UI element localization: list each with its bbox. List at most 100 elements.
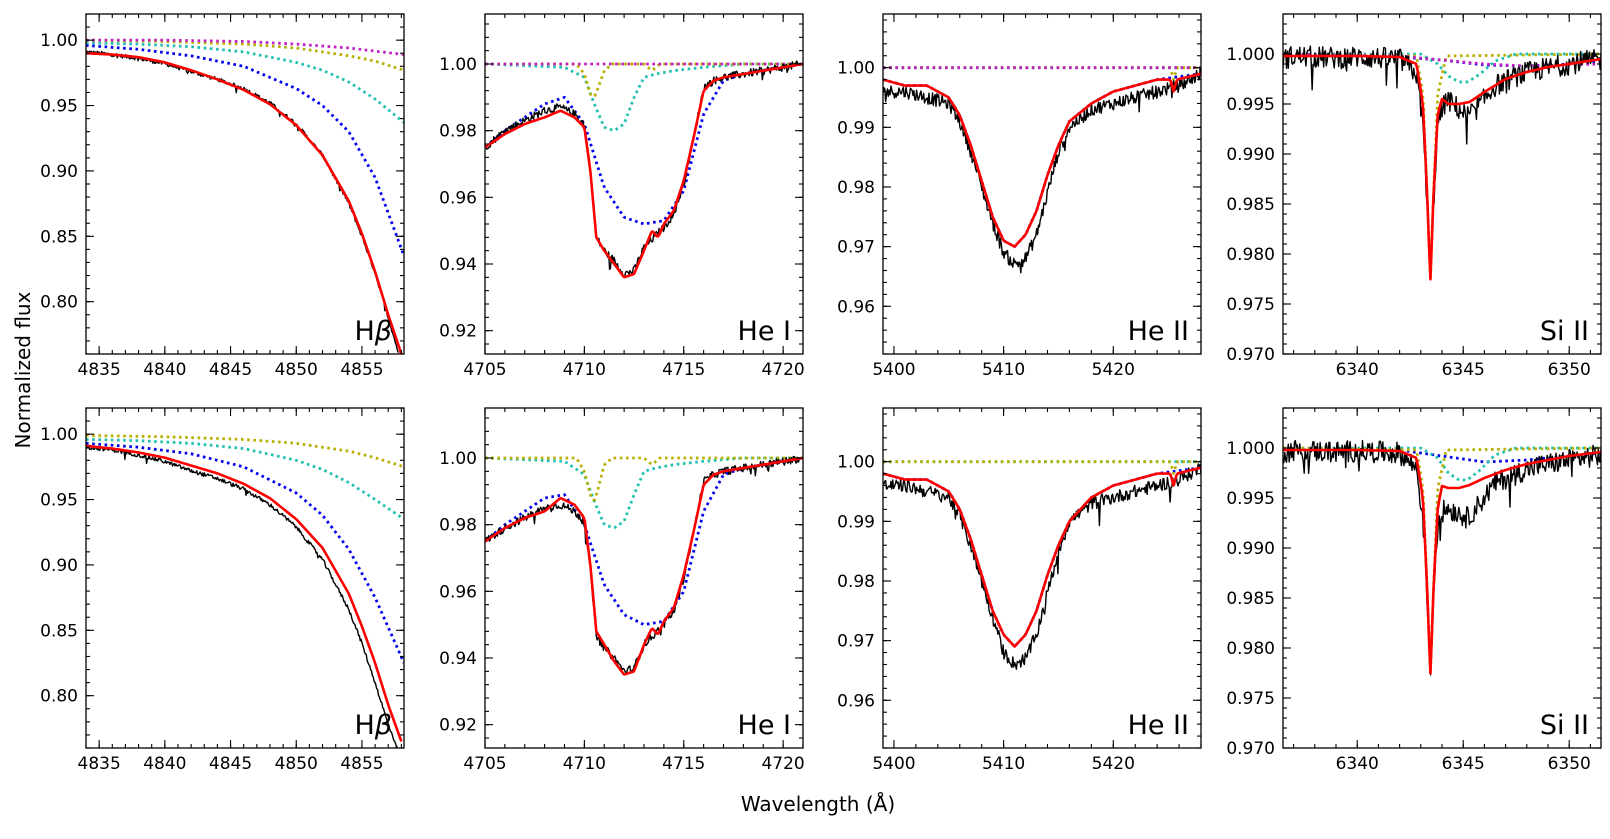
plot-area bbox=[86, 434, 404, 748]
x-tick-label: 4845 bbox=[209, 754, 252, 774]
x-tick-label: 6350 bbox=[1548, 754, 1591, 774]
y-tick-label: 0.975 bbox=[1226, 295, 1275, 315]
tick-marks bbox=[883, 14, 1202, 355]
spectral-line-label: He I bbox=[738, 710, 791, 741]
component-dotted-line bbox=[485, 456, 803, 627]
plot-area bbox=[883, 460, 1201, 670]
observed-spectrum-line bbox=[86, 50, 400, 354]
y-tick-label: 0.98 bbox=[837, 178, 875, 198]
spectral-line-label: He II bbox=[1128, 710, 1189, 741]
y-tick-label: 1.00 bbox=[837, 59, 875, 79]
observed-spectrum-line bbox=[86, 445, 399, 748]
y-tick-label: 0.95 bbox=[40, 97, 78, 117]
spectrum-panel: 4705 4710 4715 4720 0.92 0.94 0.96 0.98 1.00 He I bbox=[439, 13, 805, 380]
component-dotted-line bbox=[485, 62, 803, 98]
model-fit-line bbox=[86, 51, 403, 354]
y-tick-label: 0.92 bbox=[439, 322, 477, 342]
spectrum-panel: 4835 4840 4845 4850 4855 0.80 0.85 0.90 0.95 1.00… bbox=[40, 407, 405, 774]
component-dotted-line bbox=[485, 456, 803, 502]
x-tick-label: 5410 bbox=[982, 360, 1025, 380]
observed-spectrum-line bbox=[1283, 45, 1601, 272]
x-tick-label: 4710 bbox=[563, 754, 606, 774]
component-dotted-line bbox=[883, 460, 1201, 475]
y-tick-label: 0.980 bbox=[1226, 245, 1275, 265]
y-tick-label: 0.95 bbox=[40, 491, 78, 511]
y-tick-label: 0.94 bbox=[439, 255, 477, 275]
x-tick-label: 4710 bbox=[563, 360, 606, 380]
x-tick-label: 4720 bbox=[761, 754, 804, 774]
y-axis-title: Normalized flux bbox=[11, 291, 35, 448]
y-tick-label: 0.985 bbox=[1226, 195, 1275, 215]
x-tick-label: 4705 bbox=[463, 754, 506, 774]
tick-marks bbox=[484, 14, 804, 354]
component-dotted-line bbox=[1283, 446, 1601, 675]
component-dotted-line bbox=[86, 441, 404, 664]
y-tick-label: 0.97 bbox=[837, 632, 875, 652]
tick-marks bbox=[1283, 407, 1601, 749]
x-tick-label: 6345 bbox=[1442, 754, 1485, 774]
tick-marks bbox=[1283, 13, 1601, 355]
x-tick-label: 4850 bbox=[275, 360, 318, 380]
x-tick-label: 6350 bbox=[1548, 360, 1591, 380]
spectral-line-label: He II bbox=[1128, 316, 1189, 347]
y-tick-label: 1.00 bbox=[439, 449, 477, 469]
y-tick-label: 0.90 bbox=[40, 162, 78, 182]
x-tick-label: 4835 bbox=[78, 754, 121, 774]
component-dotted-line bbox=[883, 466, 1201, 648]
model-fit-line bbox=[86, 444, 403, 742]
plot-area bbox=[883, 66, 1201, 274]
x-tick-label: 4840 bbox=[143, 360, 186, 380]
x-tick-label: 6340 bbox=[1336, 360, 1379, 380]
y-tick-label: 0.99 bbox=[837, 118, 875, 138]
x-tick-label: 4705 bbox=[463, 360, 506, 380]
panels-group: 4835 4840 4845 4850 4855 0.80 0.85 0.90 0.95 1.00… bbox=[40, 13, 1602, 774]
model-fit-line bbox=[883, 466, 1201, 648]
y-tick-label: 1.00 bbox=[40, 31, 78, 51]
component-dotted-line bbox=[86, 38, 404, 72]
axes-frame bbox=[882, 13, 1202, 355]
y-tick-label: 0.97 bbox=[837, 238, 875, 258]
spectral-line-label: Hβ bbox=[354, 316, 392, 347]
y-tick-label: 1.000 bbox=[1226, 45, 1275, 65]
component-dotted-line bbox=[485, 62, 803, 132]
x-tick-label: 4855 bbox=[340, 360, 383, 380]
y-tick-label: 0.98 bbox=[439, 516, 477, 536]
model-fit-line bbox=[485, 62, 803, 279]
x-tick-label: 4835 bbox=[78, 360, 121, 380]
y-tick-label: 0.970 bbox=[1226, 739, 1275, 759]
axes-frame bbox=[882, 407, 1202, 749]
x-tick-label: 4850 bbox=[275, 754, 318, 774]
component-dotted-line bbox=[485, 62, 803, 226]
tick-marks bbox=[883, 408, 1202, 749]
axes-frame bbox=[85, 13, 405, 355]
y-tick-label: 0.96 bbox=[439, 188, 477, 208]
y-tick-label: 0.85 bbox=[40, 227, 78, 247]
observed-spectrum-line bbox=[485, 60, 803, 279]
x-tick-label: 4715 bbox=[662, 360, 705, 380]
x-tick-label: 5420 bbox=[1092, 754, 1135, 774]
tick-marks bbox=[85, 407, 404, 749]
x-tick-label: 5400 bbox=[872, 360, 915, 380]
spectrum-panel: 6340 6345 6350 0.970 0.975 0.980 0.985 0.990 0.9… bbox=[1226, 407, 1602, 774]
component-dotted-line bbox=[883, 66, 1201, 81]
x-tick-label: 5400 bbox=[872, 754, 915, 774]
model-fit-line bbox=[883, 72, 1201, 248]
y-tick-label: 0.80 bbox=[40, 687, 78, 707]
plot-area bbox=[86, 38, 404, 354]
plot-area bbox=[485, 60, 803, 279]
x-tick-label: 4855 bbox=[340, 754, 383, 774]
x-tick-label: 6345 bbox=[1442, 360, 1485, 380]
spectral-line-label: Si II bbox=[1540, 316, 1589, 347]
y-tick-label: 1.000 bbox=[1226, 439, 1275, 459]
y-tick-label: 1.00 bbox=[837, 453, 875, 473]
y-tick-label: 0.98 bbox=[837, 572, 875, 592]
spectrum-panel: 5400 5410 5420 0.96 0.97 0.98 0.99 1.00 He II bbox=[837, 13, 1202, 380]
observed-spectrum-line bbox=[1283, 439, 1601, 676]
plot-area bbox=[485, 455, 803, 676]
x-tick-label: 4715 bbox=[662, 754, 705, 774]
spectral-line-label: He I bbox=[738, 316, 791, 347]
y-tick-label: 0.985 bbox=[1226, 589, 1275, 609]
tick-marks bbox=[484, 408, 804, 748]
y-tick-label: 0.995 bbox=[1226, 489, 1275, 509]
